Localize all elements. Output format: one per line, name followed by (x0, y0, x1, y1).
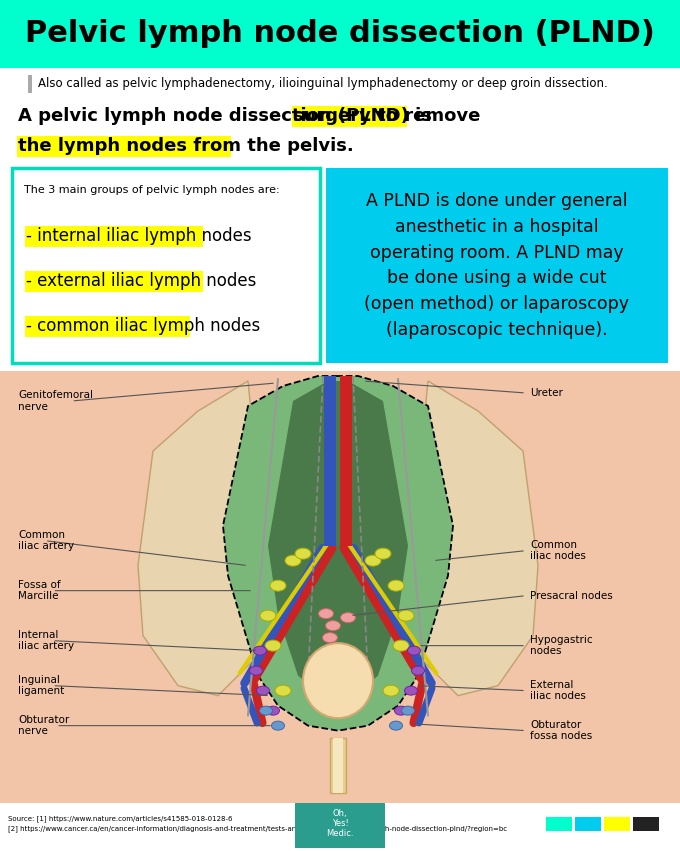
Text: Ureter: Ureter (530, 388, 563, 398)
Bar (575, 817, 601, 831)
Bar (546, 817, 572, 831)
Text: Also called as pelvic lymphadenectomy, ilioinguinal lymphadenectomy or deep groi: Also called as pelvic lymphadenectomy, i… (38, 77, 608, 90)
Text: Presacral nodes: Presacral nodes (530, 591, 613, 601)
Ellipse shape (393, 640, 409, 651)
Ellipse shape (250, 666, 262, 675)
Ellipse shape (295, 548, 311, 559)
Text: Source: [1] https://www.nature.com/articles/s41585-018-0128-6: Source: [1] https://www.nature.com/artic… (8, 815, 233, 822)
Ellipse shape (254, 646, 267, 655)
Ellipse shape (256, 686, 269, 695)
Bar (330, 738, 346, 793)
Ellipse shape (365, 555, 381, 566)
Bar (326, 168, 668, 363)
Text: Fossa of
Marcille: Fossa of Marcille (18, 580, 61, 602)
Ellipse shape (401, 706, 415, 715)
Bar (12, 168, 320, 363)
Ellipse shape (260, 610, 276, 621)
Text: - internal iliac lymph nodes: - internal iliac lymph nodes (26, 227, 252, 245)
Ellipse shape (271, 721, 284, 730)
Bar (295, 803, 385, 848)
Bar (25, 316, 190, 337)
Ellipse shape (341, 613, 356, 623)
Polygon shape (408, 381, 538, 695)
Ellipse shape (260, 706, 273, 715)
Ellipse shape (398, 610, 414, 621)
Bar (333, 738, 343, 793)
Text: Internal
iliac artery: Internal iliac artery (18, 630, 74, 651)
Text: Oh,
Yes!
Medic.: Oh, Yes! Medic. (326, 808, 354, 838)
Text: Obturator
nerve: Obturator nerve (18, 715, 69, 736)
Text: Hypogastric
nodes: Hypogastric nodes (530, 635, 593, 656)
Bar (17, 136, 231, 157)
Bar (0, 0, 680, 68)
Polygon shape (223, 376, 453, 731)
Bar (292, 106, 407, 127)
Text: External
iliac nodes: External iliac nodes (530, 680, 586, 701)
Ellipse shape (265, 640, 281, 651)
Polygon shape (138, 381, 268, 695)
Text: Genitofemoral
nerve: Genitofemoral nerve (18, 391, 93, 412)
Text: Common
iliac artery: Common iliac artery (18, 530, 74, 551)
Bar (28, 75, 32, 93)
Ellipse shape (394, 706, 407, 715)
Ellipse shape (267, 706, 279, 715)
Text: the lymph nodes from the pelvis.: the lymph nodes from the pelvis. (18, 137, 354, 155)
Ellipse shape (388, 580, 404, 591)
Ellipse shape (383, 685, 399, 696)
Ellipse shape (285, 555, 301, 566)
Text: Obturator
fossa nodes: Obturator fossa nodes (530, 720, 592, 741)
Ellipse shape (407, 646, 420, 655)
Bar (324, 376, 336, 545)
Text: The 3 main groups of pelvic lymph nodes are:: The 3 main groups of pelvic lymph nodes … (24, 185, 279, 195)
Ellipse shape (318, 608, 333, 619)
Ellipse shape (326, 620, 341, 631)
Text: A PLND is done under general
anesthetic in a hospital
operating room. A PLND may: A PLND is done under general anesthetic … (364, 192, 630, 339)
Text: Inguinal
ligament: Inguinal ligament (18, 675, 64, 696)
Bar (340, 376, 352, 545)
Text: - external iliac lymph nodes: - external iliac lymph nodes (26, 272, 256, 290)
Bar (633, 817, 659, 831)
Ellipse shape (275, 685, 291, 696)
Text: Common
iliac nodes: Common iliac nodes (530, 540, 586, 562)
Ellipse shape (390, 721, 403, 730)
Bar (25, 226, 203, 247)
Bar (604, 817, 630, 831)
Bar (0, 371, 680, 803)
Bar (25, 271, 203, 292)
Ellipse shape (322, 632, 337, 643)
Text: surgery to remove: surgery to remove (293, 107, 481, 125)
Ellipse shape (405, 686, 418, 695)
Text: A pelvic lymph node dissection (PLND) is: A pelvic lymph node dissection (PLND) is (18, 107, 438, 125)
Ellipse shape (270, 580, 286, 591)
Ellipse shape (375, 548, 391, 559)
Polygon shape (268, 381, 408, 700)
Text: Pelvic lymph node dissection (PLND): Pelvic lymph node dissection (PLND) (25, 20, 655, 49)
Ellipse shape (411, 666, 424, 675)
Ellipse shape (303, 643, 373, 718)
Text: [2] https://www.cancer.ca/en/cancer-information/diagnosis-and-treatment/tests-an: [2] https://www.cancer.ca/en/cancer-info… (8, 825, 507, 832)
Text: - common iliac lymph nodes: - common iliac lymph nodes (26, 317, 260, 335)
